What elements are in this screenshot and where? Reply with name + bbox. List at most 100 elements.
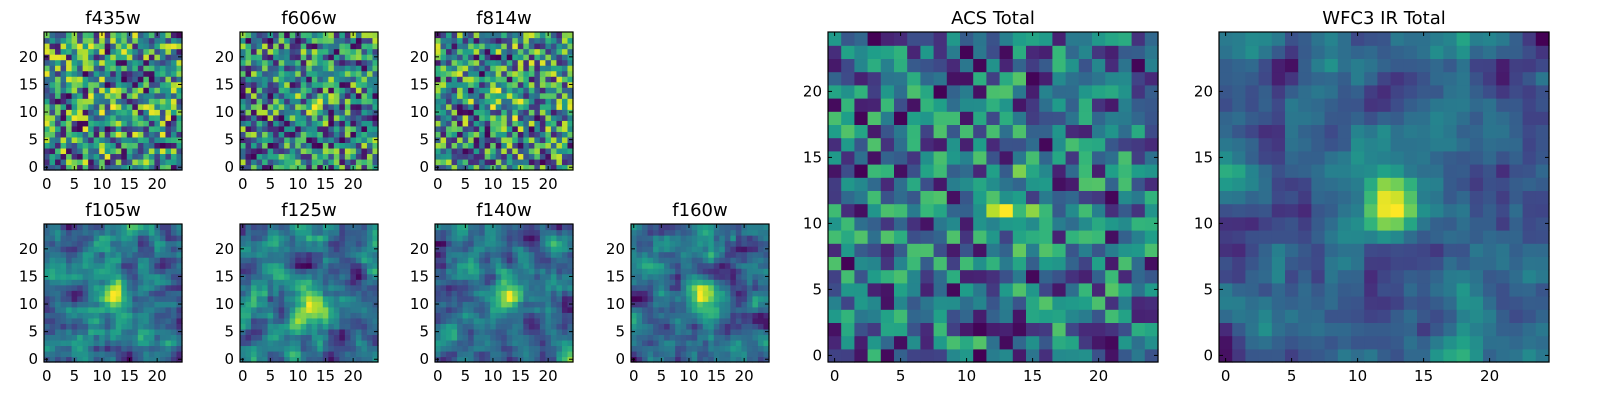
heatmap-cell <box>545 153 552 160</box>
heatmap-cell <box>440 70 447 77</box>
heatmap-cell <box>642 229 649 236</box>
heatmap-cell <box>110 43 117 50</box>
heatmap-cell <box>115 306 122 313</box>
heatmap-cell <box>93 273 100 280</box>
heatmap-cell <box>741 262 748 269</box>
heatmap-cell <box>528 48 535 55</box>
heatmap-cell <box>473 350 480 358</box>
heatmap-cell <box>484 246 491 253</box>
y-tick-label: 0 <box>224 158 234 176</box>
heatmap-cell <box>55 103 62 110</box>
heatmap-cell <box>82 98 89 105</box>
heatmap-cell <box>539 43 546 50</box>
heatmap-cell <box>495 70 502 77</box>
heatmap-cell <box>311 76 318 83</box>
heatmap-cell <box>372 284 379 291</box>
heatmap-cell <box>115 345 122 352</box>
heatmap-cell <box>93 295 100 302</box>
heatmap-cell <box>451 334 458 341</box>
heatmap-cell <box>647 262 654 269</box>
heatmap-cell <box>719 268 726 275</box>
heatmap-cell <box>60 164 67 171</box>
heatmap-cell <box>457 317 464 324</box>
heatmap-cell <box>240 323 247 330</box>
heatmap-cell <box>104 257 111 264</box>
heatmap-cell <box>339 235 346 242</box>
heatmap-cell <box>567 306 574 313</box>
heatmap-cell <box>245 224 252 231</box>
heatmap-cell <box>642 356 649 363</box>
heatmap-cell <box>479 262 486 269</box>
heatmap-cell <box>115 48 122 55</box>
heatmap-cell <box>121 109 128 116</box>
heatmap-cell <box>66 350 73 358</box>
heatmap-cell <box>636 306 643 313</box>
heatmap-cell <box>631 229 638 236</box>
heatmap-cell <box>495 356 502 363</box>
heatmap-cell <box>763 334 770 341</box>
heatmap-cell <box>154 59 161 66</box>
heatmap-cell <box>77 251 84 258</box>
heatmap-cell <box>267 153 274 160</box>
heatmap-cell <box>251 81 258 88</box>
heatmap-cell <box>479 98 486 105</box>
heatmap-cell <box>284 81 291 88</box>
heatmap-cell <box>647 229 654 236</box>
heatmap-cell <box>567 65 574 72</box>
heatmap-cell <box>355 147 363 155</box>
heatmap-cell <box>66 70 73 77</box>
heatmap-cell <box>77 59 84 66</box>
heatmap-cell <box>322 142 329 149</box>
heatmap-cell <box>44 306 51 313</box>
heatmap-cell <box>278 153 285 160</box>
heatmap-cell <box>534 334 541 341</box>
heatmap-cell <box>973 203 987 218</box>
heatmap-cell <box>289 120 296 127</box>
heatmap-cell <box>165 103 172 110</box>
heatmap-cell <box>1144 309 1159 323</box>
heatmap-cell <box>66 317 73 324</box>
heatmap-cell <box>473 109 480 116</box>
heatmap-cell <box>451 81 458 88</box>
heatmap-cell <box>539 109 546 116</box>
heatmap-cell <box>165 32 172 39</box>
heatmap-cell <box>88 54 95 61</box>
heatmap-cell <box>159 32 167 39</box>
heatmap-cell <box>757 350 765 358</box>
heatmap-cell <box>88 284 95 291</box>
heatmap-cell <box>143 350 150 358</box>
heatmap-cell <box>468 131 475 138</box>
heatmap-cell <box>289 328 296 335</box>
heatmap-cell <box>473 268 480 275</box>
heatmap-cell <box>339 229 346 236</box>
heatmap-cell <box>256 328 263 335</box>
heatmap-cell <box>920 203 935 218</box>
heatmap-cell <box>372 240 379 247</box>
heatmap-cell <box>273 235 280 242</box>
heatmap-cell <box>328 240 335 247</box>
heatmap-cell <box>99 142 106 149</box>
heatmap-cell <box>512 54 519 61</box>
heatmap-cell <box>675 240 682 247</box>
heatmap-cell <box>245 257 252 264</box>
heatmap-cell <box>126 120 133 127</box>
heatmap-cell <box>517 136 524 143</box>
heatmap-cell <box>355 81 363 88</box>
heatmap-cell <box>273 136 280 143</box>
heatmap-cell <box>973 335 987 350</box>
heatmap-cell <box>1105 348 1119 363</box>
heatmap-cell <box>77 356 84 363</box>
heatmap-cell <box>148 295 155 302</box>
heatmap-cell <box>664 306 671 313</box>
heatmap-cell <box>44 103 51 110</box>
heatmap-cell <box>284 59 291 66</box>
heatmap-cell <box>154 87 161 94</box>
heatmap-cell <box>295 328 302 335</box>
heatmap-cell <box>317 48 324 55</box>
heatmap-cell <box>501 32 508 39</box>
heatmap-cell <box>999 190 1014 205</box>
heatmap-cell <box>245 306 252 313</box>
heatmap-cell <box>267 229 274 236</box>
plot-frame <box>239 31 379 171</box>
heatmap-cell <box>306 37 313 44</box>
